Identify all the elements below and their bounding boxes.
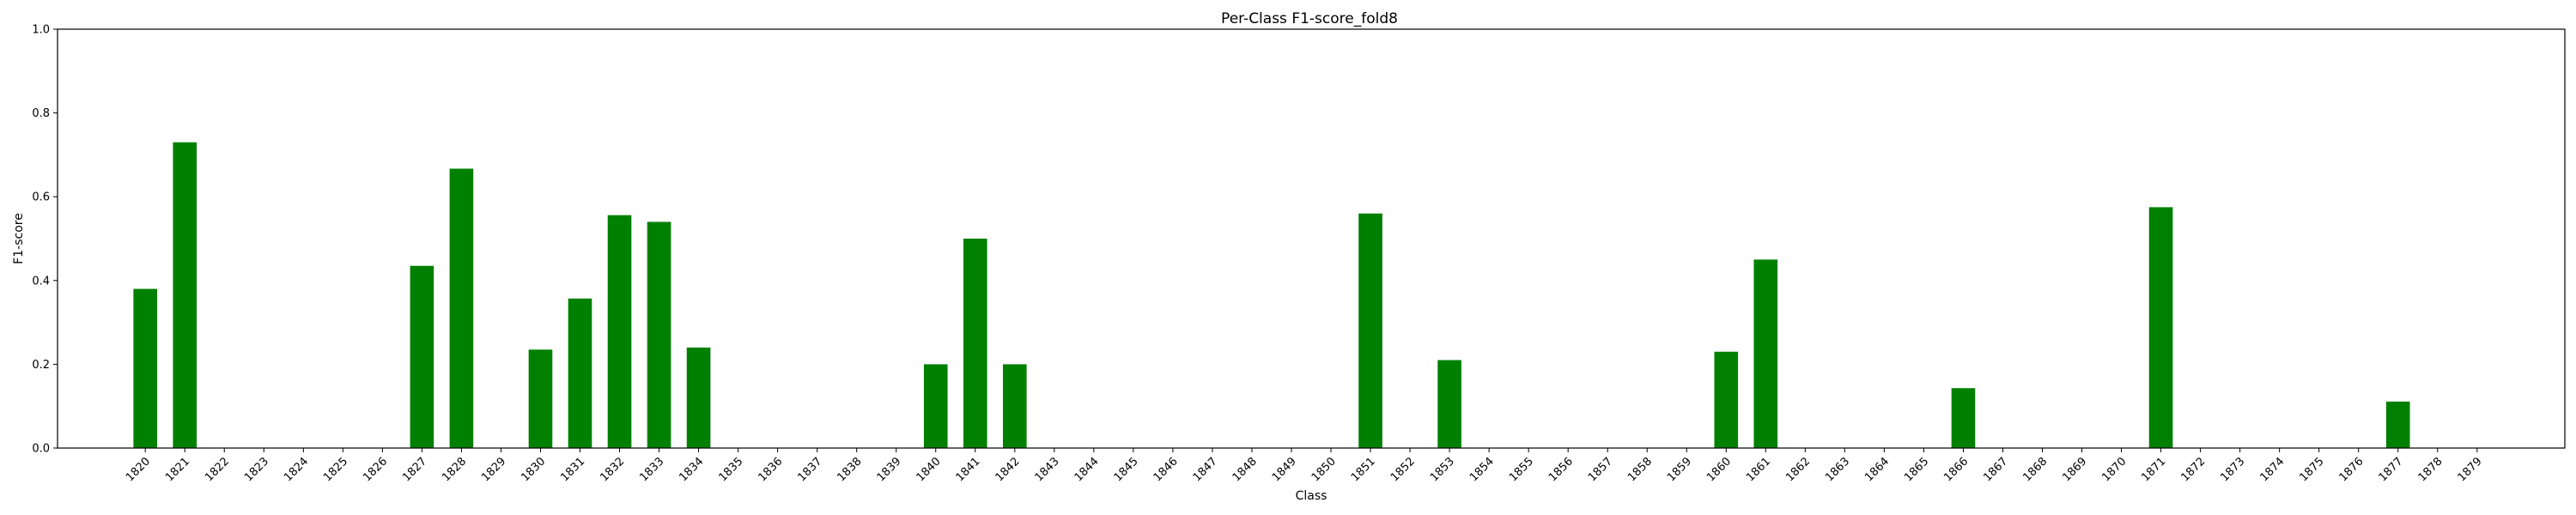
bar-1821 <box>173 142 197 448</box>
y-tick-label: 0.4 <box>32 275 50 288</box>
bar-1834 <box>686 347 711 448</box>
chart-title: Per-Class F1-score_fold8 <box>1221 10 1398 27</box>
y-axis-ticks: 0.0 0.2 0.4 0.6 0.8 1.0 <box>32 24 58 456</box>
x-axis-label: Class <box>1296 489 1327 503</box>
bar-1827 <box>410 265 434 448</box>
bar-1860 <box>1714 351 1739 448</box>
bar-1853 <box>1437 360 1461 448</box>
bar-1871 <box>2148 207 2173 448</box>
bar-1830 <box>528 349 553 448</box>
bar-1866 <box>1951 388 1976 448</box>
bar-1841 <box>963 239 987 448</box>
y-tick-label: 1.0 <box>32 24 50 37</box>
bar-1831 <box>568 298 592 448</box>
y-tick-label: 0.6 <box>32 191 50 204</box>
bar-1851 <box>1358 213 1382 448</box>
bar-1820 <box>133 288 158 448</box>
plot-area-frame <box>57 28 2566 449</box>
bar-1861 <box>1753 259 1778 448</box>
y-tick-label: 0.8 <box>32 107 50 120</box>
bar-1828 <box>449 168 474 448</box>
bar-1832 <box>607 215 632 448</box>
bar-1840 <box>923 364 948 448</box>
bar-1833 <box>647 221 671 448</box>
y-axis-label: F1-score <box>12 213 26 264</box>
bar-1877 <box>2385 401 2410 448</box>
y-tick-label: 0.2 <box>32 359 50 372</box>
bars-group <box>133 142 2410 448</box>
y-tick-label: 0.0 <box>32 443 50 456</box>
bar-1842 <box>1002 364 1027 448</box>
